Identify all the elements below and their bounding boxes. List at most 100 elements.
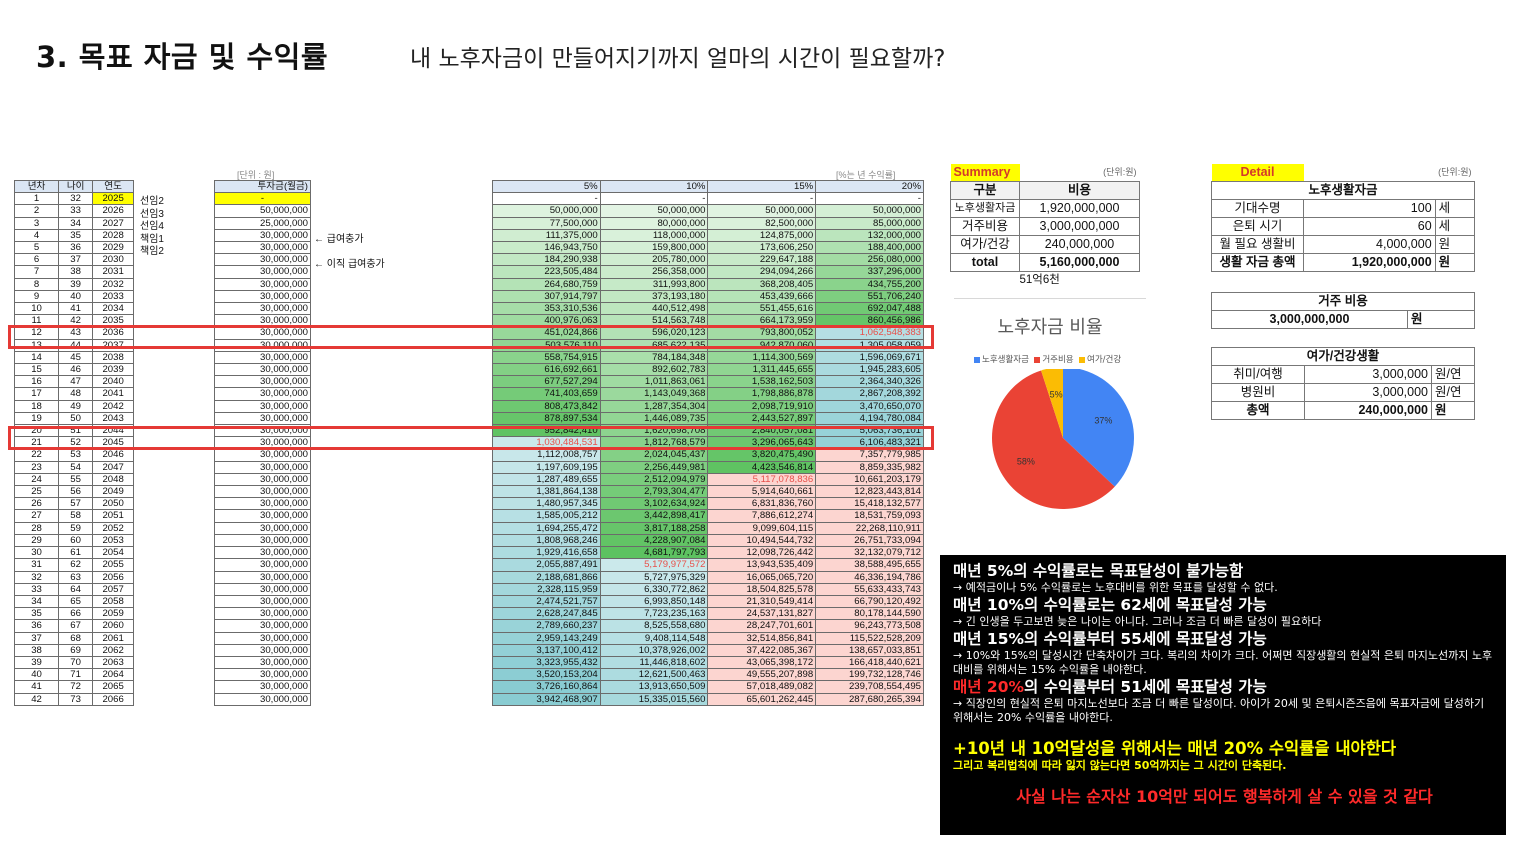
detail-unit-cell: 세 [1434,217,1476,236]
summary-total-value: 5,160,000,000 [1019,253,1140,272]
table-row: 30,000,000 [214,570,311,584]
cell-return-value: 3,817,188,258 [599,521,709,535]
cell-age: 37 [58,253,94,267]
cell-year: 2043 [92,411,134,426]
cell-return-value: 115,522,528,209 [815,631,924,645]
cell-return-value: 13,913,650,509 [599,680,709,694]
table-row: 3,520,153,204 12,621,500,463 49,555,207,89… [492,668,924,682]
cell-return-value: 3,323,955,432 [492,655,601,670]
table-row: 184,290,938 205,780,000 229,647,188 256,080… [492,253,924,267]
detail-label: Detail [1211,164,1304,182]
summary-value: 240,000,000 [1019,235,1140,254]
table-row: 30,000,000 [214,277,311,291]
cell-return-value: 26,751,733,094 [815,533,924,548]
column-header: 투자금(월금) [214,179,311,194]
cell-age: 40 [58,289,94,304]
cell-year: 2050 [92,497,134,511]
table-row: 30,000,000 [214,448,311,462]
cell-age: 60 [58,533,94,548]
conclusion-heading: 매년 20%의 수익률부터 51세에 목표달성 가능 [953,677,1496,697]
cell-return-value: 3,726,160,864 [492,680,601,694]
summary-label: Summary [950,164,1020,182]
cell-return-value: 55,633,433,743 [815,582,924,596]
cell-return-value: 7,886,612,274 [707,509,817,523]
detail-value: 240,000,000 [1304,401,1432,420]
conclusion-detail: → 10%와 15%의 달성시간 단축차이가 크다. 복리의 차이가 크다. 어… [953,649,1493,676]
cell-return-value: 3,137,100,412 [492,643,601,657]
table-row: 19 50 2043 [13,411,134,426]
cell-return-value: 2,867,208,392 [815,387,924,401]
summary-head-category: 구분 [950,181,1020,200]
cell-return-value: 16,065,065,720 [707,570,817,584]
cell-return-value: 741,403,659 [492,387,601,401]
cell-return-value: 3,102,634,924 [599,497,709,511]
table-row: 1,585,005,212 3,442,898,417 7,886,612,274 1… [492,509,924,523]
summary-value: 3,000,000,000 [1019,217,1140,236]
detail-housing-head: 거주 비용 [1211,292,1475,311]
cell-return-value: 1,287,354,304 [599,399,709,413]
cell-investment: 30,000,000 [214,680,311,694]
cell-return-value: 3,442,898,417 [599,509,709,523]
detail-unit-cell: 원 [1434,253,1476,272]
cell-investment: 30,000,000 [214,399,311,413]
table-row: 24 55 2048 [13,472,134,487]
table-row: 2,474,521,757 6,993,850,148 21,310,549,414… [492,594,924,609]
cell-year-index: 4 [13,228,60,243]
table-header-row: 년차 나이 연도 [13,179,134,194]
table-row: 111,375,000 118,000,000 124,875,000 132,000… [492,228,924,243]
cell-return-value: 6,993,850,148 [599,594,709,609]
cell-investment: 30,000,000 [214,485,311,499]
cell-investment: 30,000,000 [214,643,311,657]
cell-return-value: 1,143,049,368 [599,387,709,401]
rank-note: 선임4 [140,221,164,232]
cell-year: 2054 [92,546,134,560]
table-row: 2,328,115,959 6,330,772,862 18,504,825,578… [492,582,924,596]
cell-return-value: 8,859,335,982 [815,460,924,474]
table-row: 15 46 2039 [13,363,134,377]
page-subtitle: 내 노후자금이 만들어지기까지 얼마의 시간이 필요할까? [410,46,946,72]
cell-return-value: 2,443,527,897 [707,411,817,426]
cell-return-value: 1,808,968,246 [492,533,601,548]
table-row: 30,000,000 [214,460,311,474]
cell-return-value: 12,621,500,463 [599,668,709,682]
cell-return-value: - [599,192,709,206]
cell-year-index: 17 [13,387,60,401]
cell-year: 2039 [92,363,134,377]
cell-age: 68 [58,631,94,645]
cell-return-value: 1,011,863,061 [599,375,709,389]
cell-year-index: 28 [13,521,60,535]
cell-return-value: 453,439,666 [707,289,817,304]
conclusion-highlight: 매년 20% [953,678,1025,696]
cell-age: 45 [58,350,94,365]
note-move: ← 이직 급여충가 [314,259,385,270]
table-row: 30,000,000 [214,631,311,645]
table-row: 25,000,000 [214,216,311,230]
table-row: 7 38 2031 [13,265,134,279]
table-row: 42 73 2066 [13,692,134,706]
cell-age: 66 [58,607,94,621]
cell-investment: 30,000,000 [214,302,311,316]
cell-return-value: 7,723,235,163 [599,607,709,621]
table-row: 2,959,143,249 9,408,114,548 32,514,856,841… [492,631,924,645]
cell-return-value: 18,504,825,578 [707,582,817,596]
table-row: 677,527,294 1,011,863,061 1,538,162,503 2,3… [492,375,924,389]
table-row: 21 52 2045 [13,436,134,450]
table-row: 878,897,534 1,446,089,735 2,443,527,897 4,1… [492,411,924,426]
cell-return-value: 43,065,398,172 [707,655,817,670]
cell-return-value: 3,470,650,070 [815,399,924,413]
cell-investment: 30,000,000 [214,265,311,279]
legend-entry: 거주비용 [1042,355,1074,365]
cell-investment: 30,000,000 [214,228,311,243]
cell-year: 2040 [92,375,134,389]
cell-return-value: 10,661,203,179 [815,472,924,487]
detail-key: 총액 [1211,401,1305,420]
cell-age: 35 [58,228,94,243]
cell-year-index: 35 [13,607,60,621]
cell-return-value: 878,897,534 [492,411,601,426]
table-row: 30,000,000 [214,265,311,279]
detail-living-head: 노후생활자금 [1211,181,1475,200]
summary-unit: (단위:원) [1103,167,1137,177]
cell-return-value: 2,328,115,959 [492,582,601,596]
cell-return-value: 15,335,015,560 [599,692,709,706]
cell-year: 2034 [92,302,134,316]
